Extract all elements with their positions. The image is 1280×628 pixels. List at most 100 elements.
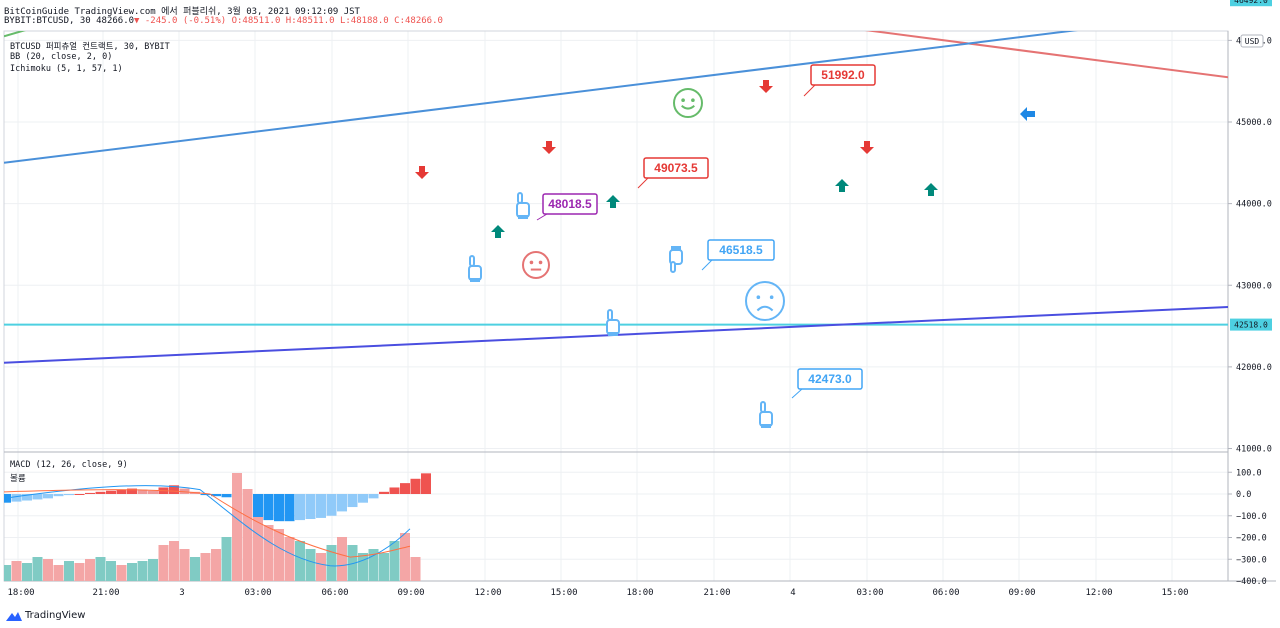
volume-bar[interactable] [85, 559, 95, 581]
price-axis[interactable]: 54000.053000.052000.051000.050000.049000… [1228, 0, 1272, 587]
macd-bar[interactable] [400, 483, 410, 494]
hand-finger [469, 255, 475, 267]
volume-bar[interactable] [32, 557, 43, 581]
volume-bar[interactable] [305, 549, 316, 581]
time-tick-label: 06:00 [932, 588, 959, 598]
volume-bar[interactable] [410, 557, 421, 581]
time-axis[interactable]: 18:00 21:00 3 03:00 06:00 09:00 12:00 15:00 18:0… [7, 588, 1188, 598]
macd-bar[interactable] [221, 494, 232, 498]
volume-bar[interactable] [347, 545, 358, 581]
volume-bar[interactable] [95, 557, 106, 581]
macd-bar[interactable] [85, 492, 95, 494]
macd-bar[interactable] [200, 494, 211, 496]
volume-bar[interactable] [316, 553, 326, 581]
macd-bar[interactable] [137, 489, 148, 494]
volume-bar[interactable] [263, 525, 274, 581]
annotation-46518-box[interactable] [707, 239, 775, 261]
annotation-51992-label: 51992.0 [821, 68, 865, 82]
macd-bar[interactable] [389, 487, 400, 494]
macd-bar[interactable] [211, 494, 221, 497]
volume-bar[interactable] [326, 545, 337, 581]
macd-bar[interactable] [148, 490, 158, 494]
macd-bar[interactable] [43, 494, 53, 499]
macd-bar[interactable] [106, 490, 116, 494]
macd-bar[interactable] [347, 494, 358, 508]
trendline-red-lower[interactable] [4, 0, 1258, 81]
macd-bar[interactable] [379, 491, 389, 494]
macd-bar[interactable] [127, 488, 137, 494]
macd-bar[interactable] [22, 494, 32, 501]
macd-bar[interactable] [274, 494, 284, 522]
volume-bar[interactable] [295, 541, 305, 581]
tradingview-logo[interactable]: TradingView [6, 610, 85, 621]
volume-bar[interactable] [358, 553, 368, 581]
annotation-42473-box[interactable] [797, 368, 863, 390]
macd-bar[interactable] [53, 494, 64, 497]
macd-bar[interactable] [284, 494, 295, 522]
volume-bar[interactable] [200, 553, 211, 581]
macd-bar[interactable] [32, 494, 43, 500]
volume-bar[interactable] [64, 561, 74, 581]
macd-bar[interactable] [368, 494, 379, 499]
macd-bar[interactable] [74, 494, 85, 495]
volume-bar[interactable] [43, 559, 53, 581]
volume-bar[interactable] [274, 529, 284, 581]
macd-bar[interactable] [179, 488, 190, 494]
up-arrow-icon [835, 179, 849, 192]
macd-bar[interactable] [337, 494, 347, 512]
price-tick-label: 42000.0 [1236, 363, 1272, 373]
volume-bar[interactable] [284, 537, 295, 581]
currency-box[interactable] [1240, 34, 1264, 48]
volume-bar[interactable] [1, 565, 11, 581]
hand-cuff [608, 332, 618, 336]
annotation-48018-box[interactable] [542, 193, 598, 215]
annotation-51992-box[interactable] [810, 64, 876, 86]
hand-cuff [671, 246, 681, 250]
volume-bar[interactable] [116, 565, 127, 581]
macd-bar[interactable] [11, 494, 22, 502]
volume-bar[interactable] [242, 489, 253, 581]
trendline-navy[interactable] [4, 306, 1258, 364]
macd-bar[interactable] [95, 491, 106, 494]
macd-bar[interactable] [316, 494, 326, 518]
volume-bar[interactable] [11, 561, 22, 581]
volume-bar[interactable] [337, 537, 347, 581]
macd-bar[interactable] [253, 494, 263, 518]
macd-tick-label: 100.0 [1236, 468, 1262, 478]
volume-bar[interactable] [22, 563, 32, 581]
macd-bar[interactable] [326, 494, 337, 516]
macd-bar[interactable] [263, 494, 274, 521]
volume-bar[interactable] [379, 553, 389, 581]
macd-bar[interactable] [295, 494, 305, 521]
annotation-49073-box[interactable] [643, 157, 709, 179]
volume-bar[interactable] [253, 517, 263, 581]
volume-bar[interactable] [137, 561, 148, 581]
volume-bar[interactable] [221, 537, 232, 581]
volume-bar[interactable] [389, 541, 400, 581]
volume-bar[interactable] [127, 563, 137, 581]
macd-bar[interactable] [305, 494, 316, 520]
hand-palm [759, 411, 773, 427]
trendline-blue[interactable] [4, 8, 1258, 164]
face-outline [673, 88, 703, 118]
volume-bar[interactable] [148, 559, 158, 581]
macd-bar[interactable] [410, 478, 421, 494]
volume-bar[interactable] [169, 541, 179, 581]
volume-bar[interactable] [106, 561, 116, 581]
macd-bar[interactable] [116, 489, 127, 494]
volume-bar[interactable] [211, 549, 221, 581]
macd-bar[interactable] [358, 494, 368, 503]
volume-bar[interactable] [158, 545, 169, 581]
macd-bar[interactable] [421, 473, 431, 494]
volume-bar[interactable] [400, 533, 410, 581]
volume-bar[interactable] [368, 549, 379, 581]
macd-bar[interactable] [169, 485, 179, 494]
volume-bar[interactable] [53, 565, 64, 581]
macd-bar[interactable] [64, 494, 74, 496]
volume-bar[interactable] [232, 473, 242, 581]
volume-bar[interactable] [190, 557, 200, 581]
volume-bar[interactable] [74, 563, 85, 581]
volume-bar[interactable] [179, 549, 190, 581]
face-mouth [681, 105, 695, 110]
